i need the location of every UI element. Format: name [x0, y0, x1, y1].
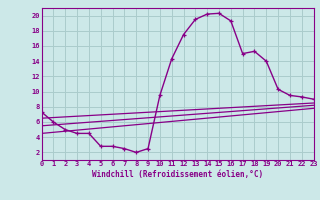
X-axis label: Windchill (Refroidissement éolien,°C): Windchill (Refroidissement éolien,°C) [92, 170, 263, 179]
